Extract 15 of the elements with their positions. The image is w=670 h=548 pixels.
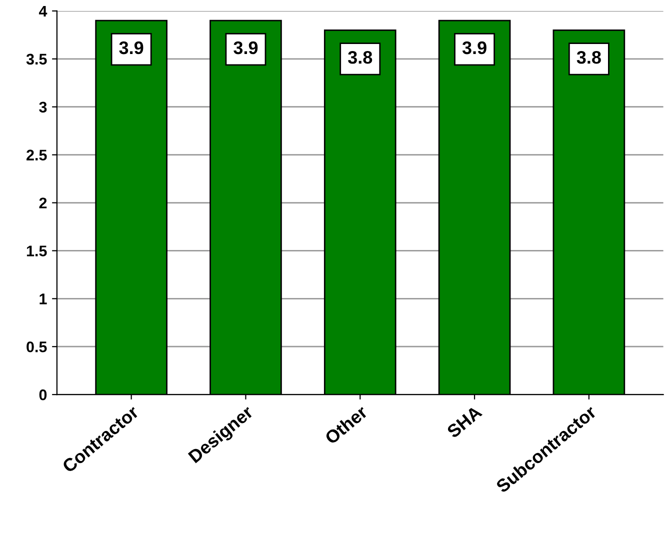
- data-label: 3.9: [119, 41, 144, 54]
- data-label: 3.8: [576, 50, 601, 64]
- y-tick-label: 2.5: [26, 150, 47, 160]
- y-tick-label: 0: [39, 389, 47, 400]
- data-label: 3.8: [348, 50, 372, 64]
- y-tick-label: 3: [39, 102, 47, 113]
- y-tick-label: 0.5: [26, 341, 47, 352]
- y-tick-label: 2: [39, 198, 47, 208]
- y-tick-label: 1.5: [26, 246, 47, 256]
- y-tick-label: 1: [40, 294, 47, 304]
- x-tick-label: SHA: [446, 404, 483, 439]
- y-tick-label: 4: [38, 6, 48, 16]
- data-label: 3.9: [462, 41, 486, 54]
- data-label: 3.9: [234, 41, 258, 54]
- y-tick-label: 3.5: [26, 54, 47, 65]
